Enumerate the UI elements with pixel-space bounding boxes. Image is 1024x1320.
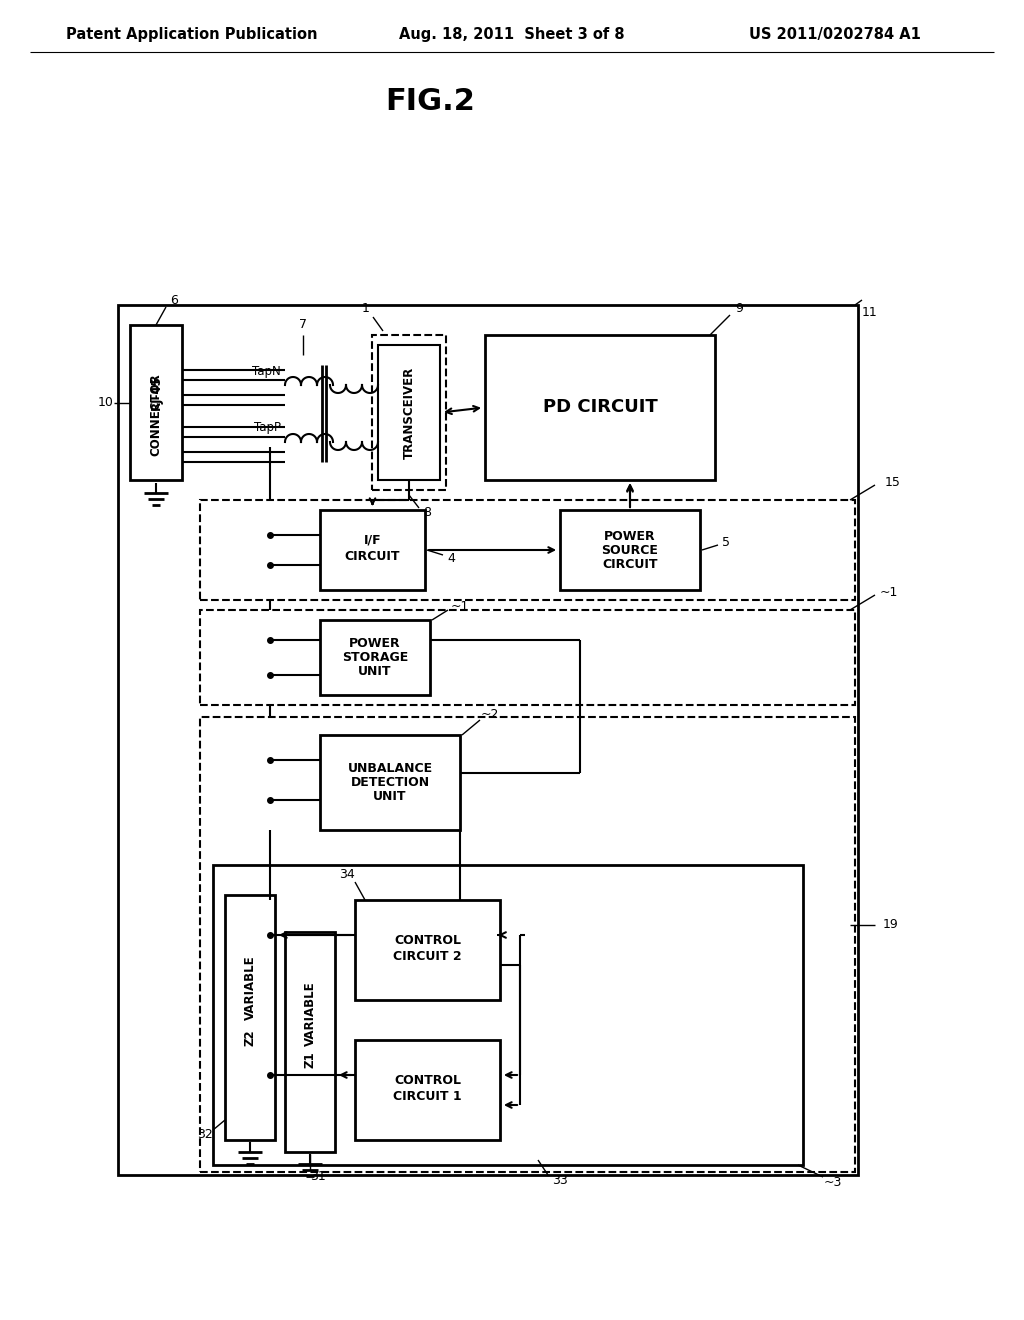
Bar xyxy=(355,1040,500,1140)
Text: FIG.2: FIG.2 xyxy=(385,87,475,116)
Text: VARIABLE: VARIABLE xyxy=(244,956,256,1020)
Text: 31: 31 xyxy=(310,1170,326,1183)
Text: VARIABLE: VARIABLE xyxy=(303,982,316,1047)
Text: ~3: ~3 xyxy=(824,1176,842,1189)
Text: 9: 9 xyxy=(735,302,743,315)
Text: 33: 33 xyxy=(552,1175,568,1188)
Text: TapP: TapP xyxy=(254,421,281,434)
Text: US 2011/0202784 A1: US 2011/0202784 A1 xyxy=(750,28,921,42)
Text: UNIT: UNIT xyxy=(374,789,407,803)
Bar xyxy=(485,335,715,480)
Text: TRANSCEIVER: TRANSCEIVER xyxy=(402,367,416,458)
Bar xyxy=(319,735,460,830)
Bar xyxy=(319,510,425,590)
Bar xyxy=(355,900,500,1001)
Text: CIRCUIT 2: CIRCUIT 2 xyxy=(393,950,462,964)
Text: CONNECTOR: CONNECTOR xyxy=(150,374,163,455)
Text: TapN: TapN xyxy=(252,364,281,378)
Text: 32: 32 xyxy=(198,1129,213,1142)
Text: UNIT: UNIT xyxy=(358,665,392,678)
Bar xyxy=(225,895,275,1140)
Bar xyxy=(378,345,440,480)
Text: CIRCUIT: CIRCUIT xyxy=(345,550,400,564)
Text: Z1: Z1 xyxy=(303,1052,316,1068)
Text: ~2: ~2 xyxy=(481,709,499,722)
Text: 11: 11 xyxy=(862,305,878,318)
Bar xyxy=(200,500,855,601)
Text: 1: 1 xyxy=(362,302,370,315)
Text: UNBALANCE: UNBALANCE xyxy=(347,762,432,775)
Text: 8: 8 xyxy=(423,506,431,519)
Text: CONTROL: CONTROL xyxy=(394,933,461,946)
Bar xyxy=(285,932,335,1152)
Text: CIRCUIT: CIRCUIT xyxy=(602,557,657,570)
Text: PD CIRCUIT: PD CIRCUIT xyxy=(543,399,657,417)
Text: POWER: POWER xyxy=(349,638,400,649)
Text: STORAGE: STORAGE xyxy=(342,651,409,664)
Bar xyxy=(213,865,803,1166)
Text: ~1: ~1 xyxy=(451,599,469,612)
Text: 4: 4 xyxy=(447,552,455,565)
Bar xyxy=(200,610,855,705)
Text: DETECTION: DETECTION xyxy=(350,776,429,789)
Text: Aug. 18, 2011  Sheet 3 of 8: Aug. 18, 2011 Sheet 3 of 8 xyxy=(399,28,625,42)
Text: SOURCE: SOURCE xyxy=(601,544,658,557)
Text: ~1: ~1 xyxy=(880,586,898,598)
Bar xyxy=(372,335,446,490)
Text: 15: 15 xyxy=(885,475,901,488)
Text: RJ-45: RJ-45 xyxy=(150,375,163,411)
Text: 7: 7 xyxy=(299,318,307,331)
Bar xyxy=(560,510,700,590)
Text: 34: 34 xyxy=(339,867,355,880)
Text: Patent Application Publication: Patent Application Publication xyxy=(67,28,317,42)
Text: CONTROL: CONTROL xyxy=(394,1073,461,1086)
Bar xyxy=(319,620,430,696)
Text: 6: 6 xyxy=(170,294,178,308)
Text: CIRCUIT 1: CIRCUIT 1 xyxy=(393,1090,462,1104)
Text: Z2: Z2 xyxy=(244,1030,256,1045)
Bar xyxy=(118,305,858,1175)
Text: 10: 10 xyxy=(98,396,114,409)
Bar xyxy=(200,717,855,1172)
Text: POWER: POWER xyxy=(604,529,655,543)
Text: I/F: I/F xyxy=(364,533,381,546)
Text: 5: 5 xyxy=(722,536,730,549)
Text: 19: 19 xyxy=(883,917,899,931)
Bar xyxy=(130,325,182,480)
